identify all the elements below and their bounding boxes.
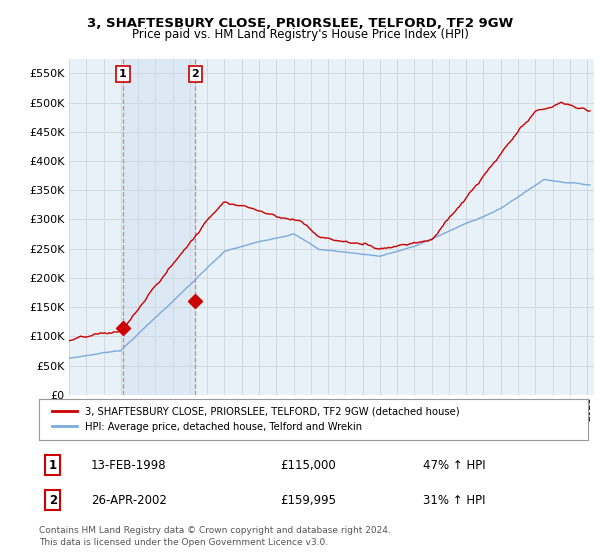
Text: 2: 2 xyxy=(191,69,199,79)
Text: 2: 2 xyxy=(49,493,57,507)
Text: 13-FEB-1998: 13-FEB-1998 xyxy=(91,459,167,472)
Legend: 3, SHAFTESBURY CLOSE, PRIORSLEE, TELFORD, TF2 9GW (detached house), HPI: Average: 3, SHAFTESBURY CLOSE, PRIORSLEE, TELFORD… xyxy=(47,402,464,437)
Text: 47% ↑ HPI: 47% ↑ HPI xyxy=(424,459,486,472)
Text: 31% ↑ HPI: 31% ↑ HPI xyxy=(424,493,486,507)
Text: 1: 1 xyxy=(119,69,127,79)
Text: £115,000: £115,000 xyxy=(281,459,337,472)
Text: Price paid vs. HM Land Registry's House Price Index (HPI): Price paid vs. HM Land Registry's House … xyxy=(131,28,469,41)
Bar xyxy=(123,59,196,395)
Text: Contains HM Land Registry data © Crown copyright and database right 2024.
This d: Contains HM Land Registry data © Crown c… xyxy=(39,526,391,547)
Text: 26-APR-2002: 26-APR-2002 xyxy=(91,493,167,507)
Text: 3, SHAFTESBURY CLOSE, PRIORSLEE, TELFORD, TF2 9GW: 3, SHAFTESBURY CLOSE, PRIORSLEE, TELFORD… xyxy=(87,17,513,30)
Text: 1: 1 xyxy=(49,459,57,472)
Text: £159,995: £159,995 xyxy=(281,493,337,507)
